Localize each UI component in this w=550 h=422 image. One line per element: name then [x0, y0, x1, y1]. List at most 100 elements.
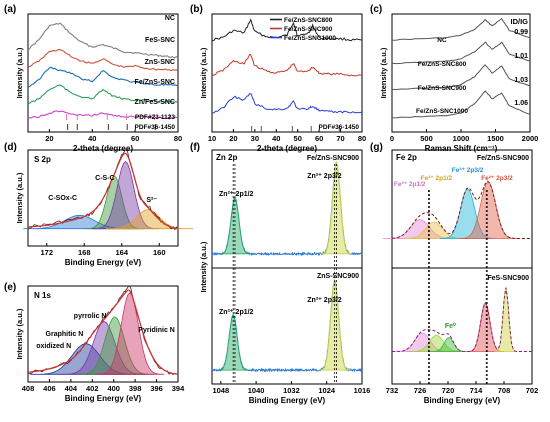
panel-b-xtick-label-2: 30 [251, 134, 259, 143]
panel-e-title: N 1s [34, 291, 51, 300]
panel-d-xtick-label-1: 168 [78, 248, 91, 257]
panel-a-xtick-label-1: 40 [88, 134, 96, 143]
panel-g-xtick-label-0: 732 [386, 386, 399, 395]
panel-b-xtick-label-7: 80 [358, 134, 366, 143]
panel-g-top-peak-label-1: Fe²⁺ 2p1/2 [421, 175, 453, 182]
panel-a-series-3 [27, 84, 179, 105]
panel-e-xtick-label-4: 400 [107, 384, 120, 393]
panel-label-g: (g) [370, 142, 383, 153]
panel-a-series-4 [27, 110, 179, 120]
panel-g-xtick-label-3: 714 [470, 386, 483, 395]
panel-label-c: (c) [370, 4, 382, 15]
panel-g-bottom-label: FeS-SNC900 [487, 275, 529, 282]
panel-g-top-fit-peak-1 [402, 221, 468, 239]
panel-e-fit-peak-3 [95, 292, 165, 375]
panel-c-xtick-label-3: 1500 [487, 134, 504, 143]
panel-f-top-peak-label-0: Zn²⁺ 2p1/2 [219, 191, 254, 198]
panel-d-series-0 [27, 149, 179, 231]
panel-e-peak-label-1: Graphitic N [46, 331, 84, 338]
panel-d-peak-label-2: S²⁻ [146, 197, 157, 204]
panel-e-xtick-label-0: 408 [22, 384, 35, 393]
panel-a-xtick-label-3: 80 [174, 134, 182, 143]
panel-g-bottom-fit-peak-1 [408, 334, 465, 352]
panel-d-xtick-label-3: 160 [153, 248, 166, 257]
panel-b-series-1 [211, 53, 363, 77]
panel-a-legend-3: Fe/ZnS-SNC [135, 79, 175, 86]
panel-a-legend-1: FeS-SNC [145, 37, 175, 44]
panel-g-top-fit-peak-2 [439, 188, 496, 239]
panel-e-fit-peak-1 [61, 321, 147, 375]
panel-e-xtick-label-1: 406 [43, 384, 56, 393]
panel-g-top-label: Fe/ZnS-SNC900 [477, 155, 529, 162]
panel-a-series-2 [27, 66, 179, 88]
panel-g-top-peak-label-2: Fe³⁺ 2p3/2 [452, 167, 484, 174]
panel-b-legend-2: Fe/ZnS-SNC1000 [284, 35, 336, 42]
panel-g-top-peak-label-0: Fe³⁺ 2p1/2 [394, 181, 426, 188]
panel-b-xlabel: 2-theta (degree) [257, 144, 317, 153]
panel-g-xtick-label-5: 702 [526, 386, 539, 395]
panel-f-bottom-label: ZnS-SNC900 [317, 273, 359, 280]
panel-f-top-label: Fe/ZnS-SNC900 [307, 155, 359, 162]
panel-b-xtick-label-1: 20 [229, 134, 237, 143]
panel-g-top-envelope [391, 180, 532, 239]
panel-e-peak-label-3: Pyridinic N [138, 327, 175, 334]
panel-a-ylabel: Intensity (a.u.) [15, 47, 24, 98]
panel-c-series-label-2: Fe/ZnS-SNC900 [418, 85, 467, 92]
panel-e-peak-label-2: oxidized N [36, 343, 71, 350]
panel-f-xtick-label-4: 1016 [354, 386, 371, 395]
panel-d-xtick-label-0: 172 [40, 248, 53, 257]
panel-f-frame-bottom [211, 267, 363, 385]
panel-d-frame [27, 149, 179, 247]
panel-g-xtick-label-4: 708 [498, 386, 511, 395]
panel-c-xtick-label-1: 500 [420, 134, 433, 143]
panel-e-xlabel: Binding Energy (eV) [65, 394, 142, 403]
panel-f-xtick-label-3: 1024 [318, 386, 336, 395]
panel-g-xlabel: Binding Energy (eV) [424, 396, 501, 405]
panel-g-bottom-peak-label-0: Fe⁰ [445, 322, 456, 330]
panel-d-peak-label-0: C-S-C [95, 175, 114, 182]
panel-label-a: (a) [4, 4, 16, 15]
panel-g-top-peak-label-3: Fe²⁺ 2p3/2 [481, 175, 513, 182]
panel-c-series-1 [391, 41, 531, 65]
panel-c-series-label-1: Fe/ZnS-SNC800 [418, 61, 467, 68]
panel-b-xtick-label-0: 10 [208, 134, 216, 143]
panel-g-bottom-envelope [392, 287, 532, 352]
panel-f-top-fit-peak-1 [320, 160, 353, 255]
panel-b-xtick-label-3: 40 [272, 134, 280, 143]
panel-c-series-0 [391, 17, 531, 41]
panel-c-series-2 [391, 64, 531, 91]
panel-d-title: S 2p [34, 155, 51, 164]
panel-f-xtick-label-0: 1048 [212, 386, 229, 395]
panel-g-title: Fe 2p [396, 153, 417, 162]
panel-label-b: (b) [190, 4, 203, 15]
panel-f-title: Zn 2p [216, 153, 237, 162]
panel-g-xtick-label-2: 720 [442, 386, 455, 395]
panel-a-xlabel: 2-theta (degree) [73, 144, 133, 153]
panel-c-ylabel: Intensity (a.u.) [379, 47, 388, 98]
panel-g-bottom-fit-peak-4 [494, 286, 518, 352]
panel-b-frame [211, 13, 363, 133]
panel-e-ylabel: Intensity (a.u.) [15, 308, 24, 359]
panel-e-xtick-label-2: 404 [65, 384, 78, 393]
panel-b-series-2 [211, 93, 363, 114]
panel-g-bottom-fit-peak-2 [430, 337, 468, 352]
panel-b-xtick-label-4: 50 [294, 134, 302, 143]
panel-a-frame [27, 13, 179, 133]
panel-c-ratio-3: 1.06 [514, 100, 528, 107]
panel-f-xlabel: Binding Energy (eV) [249, 396, 326, 405]
panel-b-legend-0: Fe/ZnS-SNC800 [284, 17, 333, 24]
panel-f-bottom-peak-label-1: Zn²⁺ 2p3/2 [307, 297, 342, 304]
panel-c-series-label-0: NC [437, 37, 447, 44]
panel-f-bottom-peak-label-0: Zn²⁺ 2p1/2 [219, 309, 254, 316]
panel-c-xtick-label-4: 2000 [522, 134, 539, 143]
panel-label-e: (e) [4, 282, 16, 293]
panel-d-xtick-label-2: 164 [115, 248, 128, 257]
panel-c-xtick-label-0: 0 [390, 134, 394, 143]
panel-a-series-0 [27, 22, 179, 59]
panel-f-top-peak-label-1: Zn²⁺ 2p3/2 [307, 173, 342, 180]
panel-d-series-1 [27, 152, 179, 230]
panel-c-series-3 [391, 90, 531, 119]
panel-b-series-0 [211, 18, 363, 42]
panel-e-xtick-label-7: 394 [172, 384, 185, 393]
